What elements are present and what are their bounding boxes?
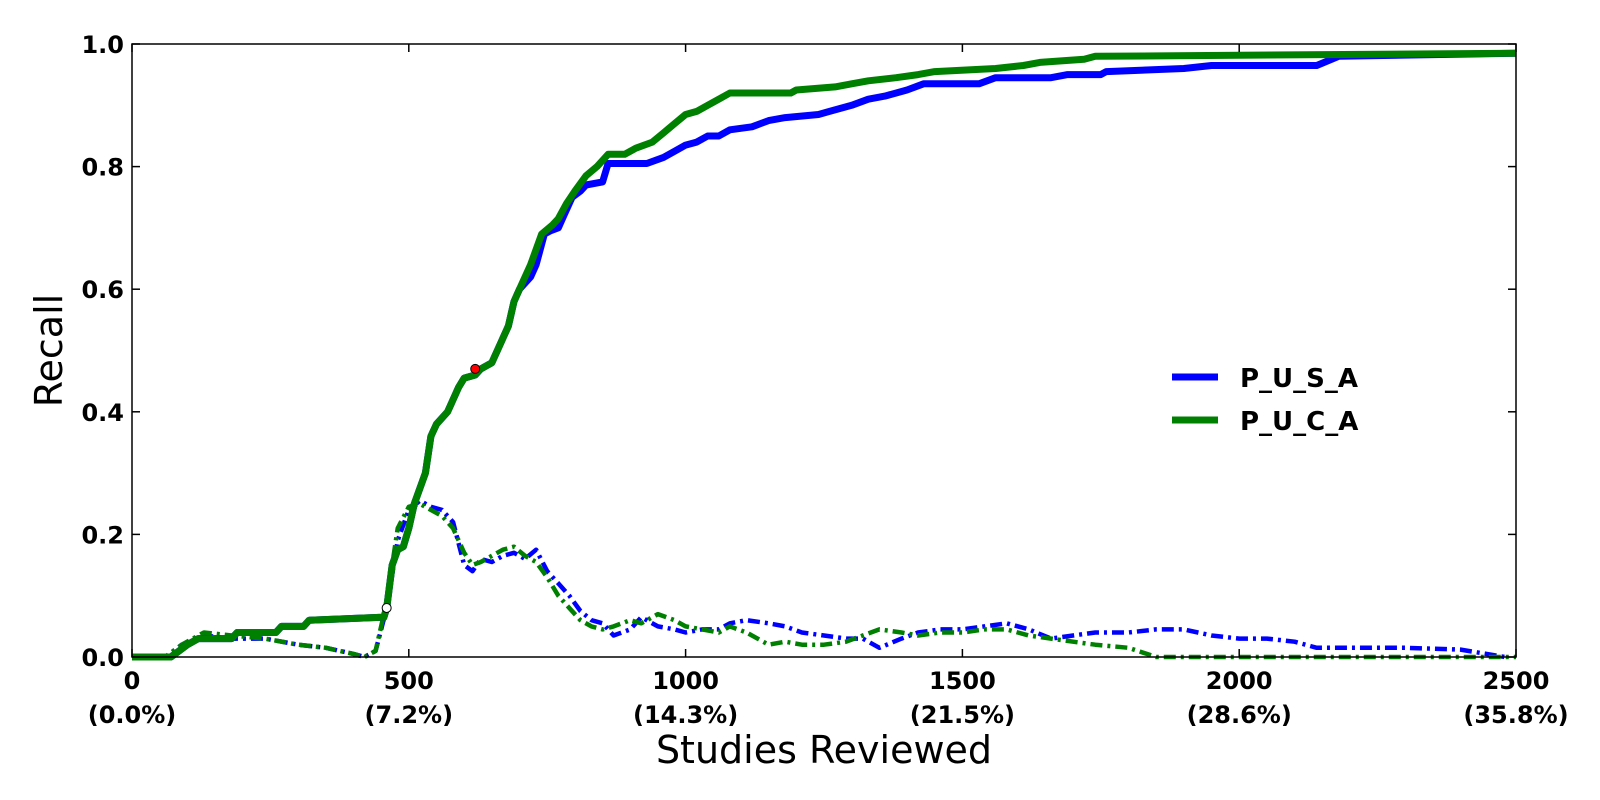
marker-point-0 [381, 602, 392, 613]
series-line-p_u_s_a [132, 49, 1517, 661]
legend-label-p_u_c_a: P_U_C_A [1240, 407, 1358, 437]
x-tick-label: 1000 [652, 667, 719, 695]
x-tick-sublabel: (14.3%) [633, 701, 738, 729]
y-tick-label: 0.0 [81, 644, 124, 672]
plot-frame [131, 43, 1517, 658]
x-tick-sublabel: (0.0%) [88, 701, 177, 729]
x-tick-label: 0 [124, 667, 141, 695]
x-tick-label: 2000 [1206, 667, 1273, 695]
series-line-blue-dashdot [132, 498, 1506, 660]
y-tick-label: 1.0 [81, 31, 124, 59]
y-axis-title: Recall [27, 294, 71, 407]
x-tick-label: 2500 [1483, 667, 1550, 695]
series-line-green-dashdot [132, 501, 1516, 660]
x-tick-sublabel: (7.2%) [365, 701, 454, 729]
y-tick-label: 0.6 [81, 276, 124, 304]
legend-label-p_u_s_a: P_U_S_A [1240, 364, 1358, 394]
legend: P_U_S_A P_U_C_A [1172, 364, 1358, 437]
x-tick-sublabel: (21.5%) [910, 701, 1015, 729]
y-tick-label: 0.8 [81, 154, 124, 182]
series-layer [132, 49, 1517, 661]
x-tick-label: 1500 [929, 667, 996, 695]
tick-layer: 0 (0.0%) 500 (7.2%) 1000 (14.3%) 1500 (21.5%) 20… [81, 31, 1568, 729]
marker-layer [381, 363, 481, 613]
x-tick-sublabel: (28.6%) [1187, 701, 1292, 729]
y-tick-label: 0.4 [81, 399, 124, 427]
x-tick-label: 500 [384, 667, 434, 695]
x-axis-title: Studies Reviewed [656, 728, 992, 772]
series-line-p_u_c_a [132, 49, 1517, 661]
y-tick-label: 0.2 [81, 521, 124, 549]
marker-point-1 [470, 363, 481, 374]
x-tick-sublabel: (35.8%) [1463, 701, 1568, 729]
